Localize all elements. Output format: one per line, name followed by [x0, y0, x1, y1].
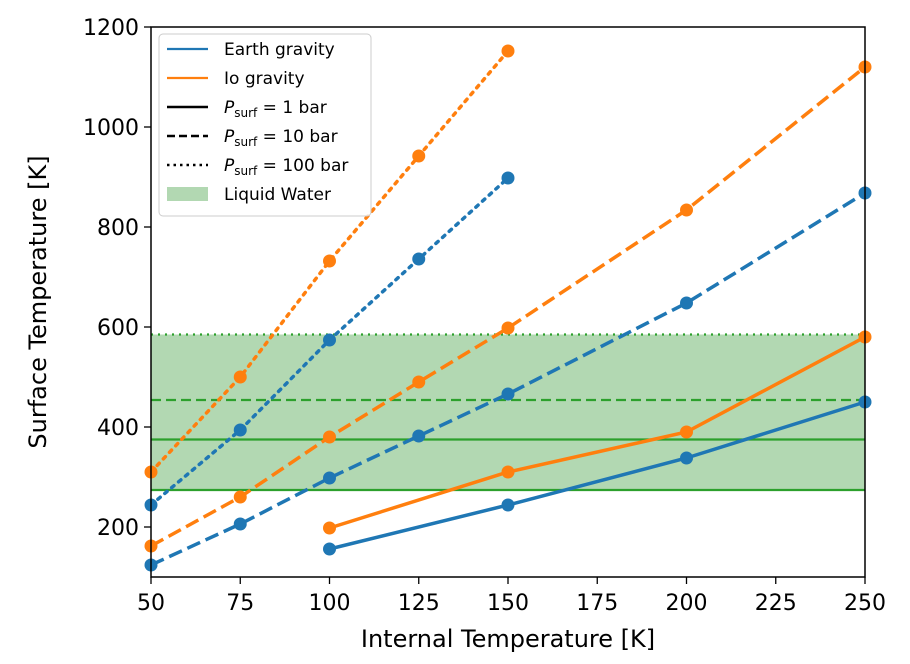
- x-tick-label: 250: [844, 591, 886, 616]
- series-io-1bar: [328, 335, 866, 530]
- data-point: [233, 423, 247, 437]
- data-point: [323, 430, 336, 444]
- legend: Earth gravity Io gravity Psurf = 1 bar Psur…: [158, 33, 372, 217]
- y-tick-label: 600: [97, 316, 139, 341]
- y-tick-label: 400: [97, 416, 139, 441]
- data-point: [323, 333, 336, 347]
- data-point: [501, 498, 515, 512]
- legend-label: Liquid Water: [224, 185, 331, 205]
- x-axis: 50 75 100 125 150 175 200 225 250: [137, 577, 886, 616]
- legend-label: Psurf = 10 bar: [224, 127, 338, 149]
- legend-label: Earth gravity: [224, 40, 335, 60]
- data-point: [680, 451, 693, 465]
- y-tick-label: 1200: [83, 16, 139, 41]
- data-point: [233, 490, 247, 504]
- legend-label: Io gravity: [224, 69, 305, 89]
- x-tick-label: 125: [398, 591, 440, 616]
- y-axis-label: Surface Temperature [K]: [24, 155, 52, 448]
- x-axis-label: Internal Temperature [K]: [361, 625, 655, 653]
- y-tick-label: 1000: [83, 116, 139, 141]
- data-point: [233, 370, 247, 384]
- x-tick-label: 50: [137, 591, 165, 616]
- series-io-100bar: [149, 49, 510, 474]
- data-point: [680, 425, 693, 439]
- y-tick-label: 800: [97, 216, 139, 241]
- data-point: [501, 321, 515, 335]
- x-tick-label: 100: [309, 591, 351, 616]
- data-point: [501, 387, 515, 401]
- data-point: [412, 429, 426, 443]
- data-point: [501, 44, 515, 58]
- data-point: [323, 542, 336, 556]
- x-tick-label: 150: [487, 591, 529, 616]
- x-tick-label: 225: [755, 591, 797, 616]
- liquid-water-band: [151, 334, 865, 490]
- data-point: [501, 465, 515, 479]
- data-point: [412, 375, 426, 389]
- data-point: [412, 149, 426, 163]
- data-point: [233, 517, 247, 531]
- y-tick-label: 200: [97, 516, 139, 541]
- legend-box: [158, 33, 372, 217]
- data-point: [501, 171, 515, 185]
- data-point: [680, 296, 693, 310]
- x-tick-label: 175: [576, 591, 618, 616]
- legend-swatch-water: [167, 187, 208, 201]
- y-axis: 200 400 600 800 1000 1200: [83, 16, 151, 541]
- data-point: [680, 203, 693, 217]
- data-point: [323, 521, 336, 535]
- legend-label: Psurf = 1 bar: [224, 98, 327, 120]
- data-point: [323, 254, 336, 268]
- series-earth-1bar: [329, 400, 866, 551]
- legend-label: Psurf = 100 bar: [224, 156, 348, 178]
- data-point: [323, 471, 336, 485]
- x-tick-label: 75: [226, 591, 254, 616]
- x-tick-label: 200: [666, 591, 708, 616]
- data-point: [412, 252, 426, 266]
